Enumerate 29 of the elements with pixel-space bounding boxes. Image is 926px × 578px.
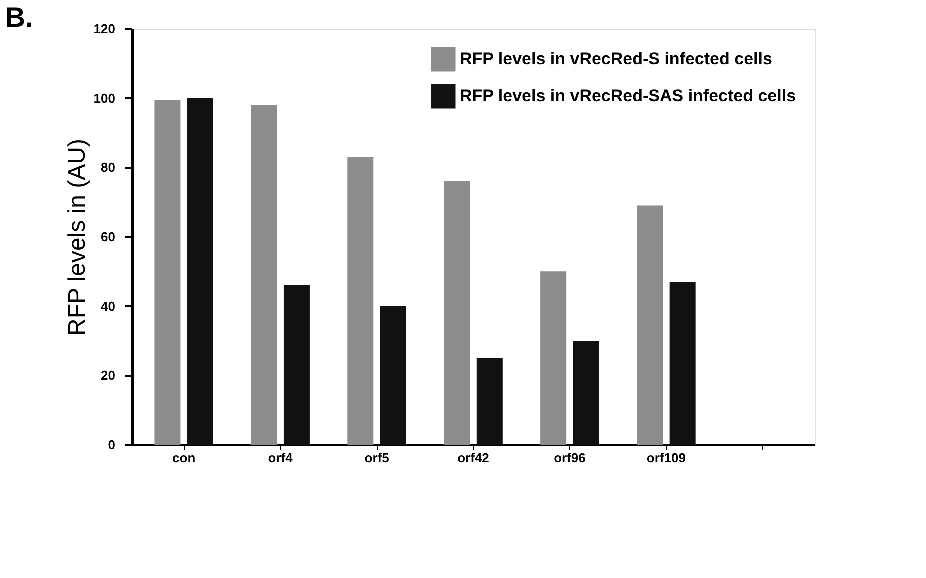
bar — [637, 206, 664, 445]
bar — [444, 182, 470, 445]
y-tick-label: 120 — [94, 22, 116, 36]
x-tick-label: orf42 — [458, 450, 490, 466]
bar — [540, 272, 567, 445]
y-tick-label: 20 — [101, 368, 116, 384]
bar — [573, 341, 600, 445]
bar — [187, 98, 214, 445]
y-tick-label: 0 — [108, 438, 116, 452]
x-tick-label: con — [172, 450, 196, 466]
chart-title: B. — [5, 2, 34, 33]
bar — [348, 157, 374, 445]
x-tick-label: orf96 — [554, 450, 586, 466]
bar — [380, 306, 406, 445]
x-tick-label: orf5 — [364, 450, 390, 466]
y-tick-label: 40 — [101, 298, 116, 314]
y-tick-label: 80 — [101, 160, 116, 176]
y-tick-label: 60 — [101, 230, 116, 244]
x-tick-label: orf4 — [268, 450, 294, 466]
bar — [476, 358, 503, 445]
bar — [284, 286, 310, 445]
y-tick-label: 100 — [94, 90, 116, 106]
y-axis-title: RFP levels in (AU) — [64, 139, 91, 336]
bar — [154, 100, 181, 445]
bar — [670, 282, 696, 445]
bar — [251, 105, 278, 445]
x-tick-label: orf109 — [646, 450, 686, 466]
legend-label: RFP levels in vRecRed-SAS infected cells — [460, 86, 796, 106]
legend-label: RFP levels in vRecRed-S infected cells — [460, 50, 772, 68]
